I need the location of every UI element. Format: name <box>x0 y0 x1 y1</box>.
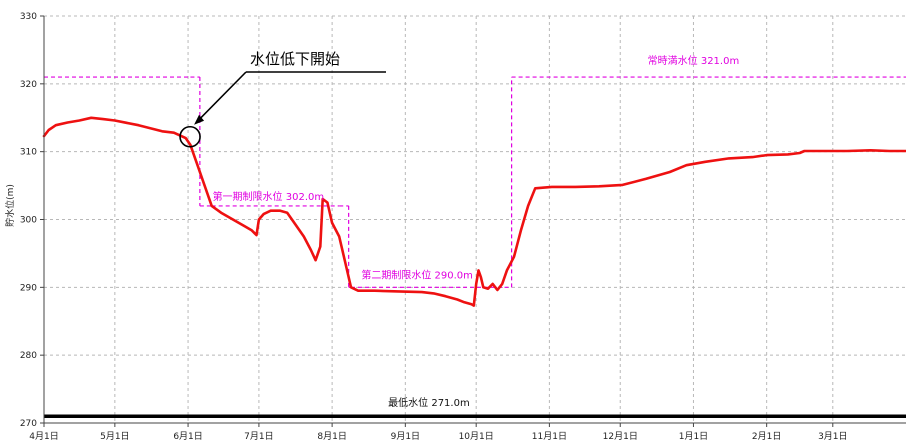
x-tick-labels: 4月1日 5月1日 6月1日 7月1日 8月1日 9月1日 10月1日 11月1日 12月1日 1… <box>29 431 847 442</box>
y-tick-label: 310 <box>20 148 37 158</box>
x-tick-label: 11月1日 <box>532 431 567 442</box>
annotation-leader-line <box>195 71 247 124</box>
x-tick-label: 1月1日 <box>679 431 708 442</box>
y-tick-labels: 270 280 290 300 310 320 330 <box>20 12 37 429</box>
y-tick-label: 330 <box>20 12 37 22</box>
x-tick-label: 9月1日 <box>391 431 420 442</box>
x-tick-label: 6月1日 <box>173 431 202 442</box>
level-label: 第二期制限水位 290.0m <box>361 268 473 281</box>
y-tick-label: 300 <box>20 216 37 226</box>
x-tick-label: 7月1日 <box>244 431 273 442</box>
axes <box>40 15 906 427</box>
reference-levels <box>44 76 906 418</box>
x-tick-label: 4月1日 <box>29 431 58 442</box>
y-axis-label: 貯水位(m) <box>4 184 16 227</box>
x-tick-label: 3月1日 <box>818 431 847 442</box>
x-tick-label: 10月1日 <box>459 431 494 442</box>
annotation-circle <box>179 125 201 148</box>
annotation-text: 水位低下開始 <box>250 50 340 68</box>
x-tick-label: 8月1日 <box>317 431 346 442</box>
x-tick-label: 2月1日 <box>752 431 781 442</box>
y-tick-label: 320 <box>20 80 37 90</box>
y-tick-label: 290 <box>20 283 37 293</box>
grid-lines <box>44 15 906 423</box>
water-level-series-line <box>42 116 906 307</box>
series-layer <box>42 116 906 307</box>
y-tick-label: 280 <box>20 351 37 361</box>
annotation-arrowhead <box>194 114 205 125</box>
level-labels: 常時満水位 321.0m 第一期制限水位 302.0m 第二期制限水位 290.0m… <box>213 54 740 409</box>
x-tick-label: 5月1日 <box>100 431 129 442</box>
x-tick-label: 12月1日 <box>603 431 638 442</box>
level-label: 最低水位 271.0m <box>388 396 470 409</box>
level-label: 常時満水位 321.0m <box>648 54 740 67</box>
annotation-layer: 水位低下開始 <box>179 50 386 148</box>
level-label: 第一期制限水位 302.0m <box>213 190 325 203</box>
y-tick-label: 270 <box>20 419 37 429</box>
